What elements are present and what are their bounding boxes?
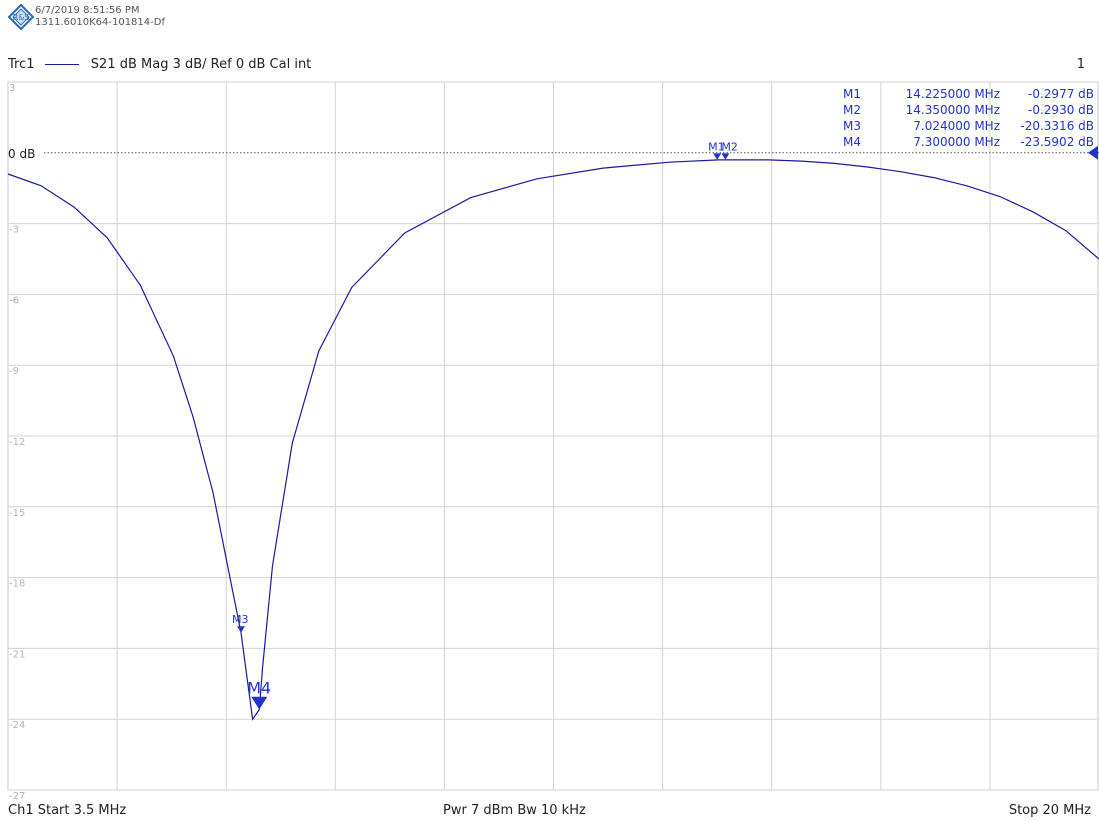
marker-m4-label: M4	[247, 679, 271, 698]
marker-m3-label: M3	[232, 613, 249, 626]
y-tick-labels: 3 -3 -6 -9 -12 -15 -18 -21 -24 -27	[9, 83, 25, 802]
channel-number: 1	[1076, 57, 1085, 72]
logo-text: R&S	[13, 13, 30, 22]
marker-m2-label: M2	[721, 140, 738, 153]
marker-table-name: M4	[843, 135, 861, 149]
y-tick-label: -21	[9, 649, 25, 660]
trace-line-S21	[7, 159, 1099, 721]
marker-m2-icon	[721, 153, 730, 160]
ref-arrow-icon	[1088, 145, 1098, 160]
marker-m4-icon	[251, 696, 268, 710]
marker-table-value: -0.2930 dB	[1028, 103, 1094, 117]
trace-name: Trc1	[8, 57, 35, 72]
trace-curve	[7, 159, 1099, 721]
y-tick-label: -15	[9, 508, 25, 519]
y-tick-label: -3	[9, 225, 19, 236]
y-tick-label: -6	[9, 295, 19, 306]
marker-m3-icon	[237, 626, 246, 633]
ref-label: 0 dB	[8, 147, 35, 161]
marker-table-name: M3	[843, 119, 861, 133]
marker-table-value: -0.2977 dB	[1028, 87, 1094, 101]
grid	[7, 81, 1099, 791]
marker-table-name: M2	[843, 103, 861, 117]
marker-table-value: -23.5902 dB	[1020, 135, 1094, 149]
marker-table-value: -20.3316 dB	[1020, 119, 1094, 133]
y-tick-label: -24	[9, 720, 25, 731]
y-tick-label: -9	[9, 366, 19, 377]
marker-table-freq: 7.024000 MHz	[913, 119, 1000, 133]
plot-frame	[7, 81, 1099, 791]
marker-m1-label: M1	[708, 140, 725, 153]
footer-center: Pwr 7 dBm Bw 10 kHz	[443, 803, 586, 818]
footer-stop: Stop 20 MHz	[1008, 803, 1091, 818]
marker-table-freq: 7.300000 MHz	[913, 135, 1000, 149]
y-tick-label: -18	[9, 579, 25, 590]
header-info: 6/7/2019 8:51:56 PM 1311.6010K64-101814-…	[35, 5, 165, 29]
y-tick-label: 3	[9, 83, 15, 94]
instrument-id: 1311.6010K64-101814-Df	[35, 17, 165, 28]
trace-description: S21 dB Mag 3 dB/ Ref 0 dB Cal int	[90, 57, 312, 72]
footer-start: Ch1 Start 3.5 MHz	[8, 803, 127, 818]
trace-info[interactable]: Trc1 S21 dB Mag 3 dB/ Ref 0 dB Cal int	[8, 57, 311, 72]
rs-logo: R&S	[8, 4, 34, 30]
marker-table: M1 14.225000 MHz -0.2977 dB M2 14.350000 MHz…	[843, 87, 1094, 149]
y-tick-label: -12	[9, 437, 25, 448]
marker-table-freq: 14.350000 MHz	[906, 103, 1000, 117]
marker-table-freq: 14.225000 MHz	[906, 87, 1000, 101]
trace-swatch	[44, 64, 79, 65]
marker-m1-icon	[713, 153, 722, 160]
timestamp: 6/7/2019 8:51:56 PM	[35, 5, 140, 16]
reference-line: 0 dB	[8, 145, 1099, 161]
y-tick-label: -27	[9, 791, 25, 802]
marker-table-name: M1	[843, 87, 861, 101]
